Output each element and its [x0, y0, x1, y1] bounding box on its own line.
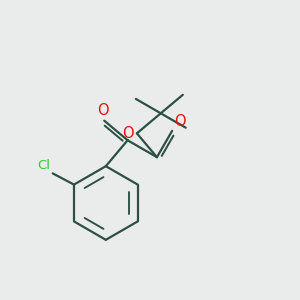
Text: O: O: [122, 126, 134, 141]
Text: O: O: [97, 103, 109, 118]
Text: O: O: [175, 114, 186, 129]
Text: Cl: Cl: [38, 159, 51, 172]
